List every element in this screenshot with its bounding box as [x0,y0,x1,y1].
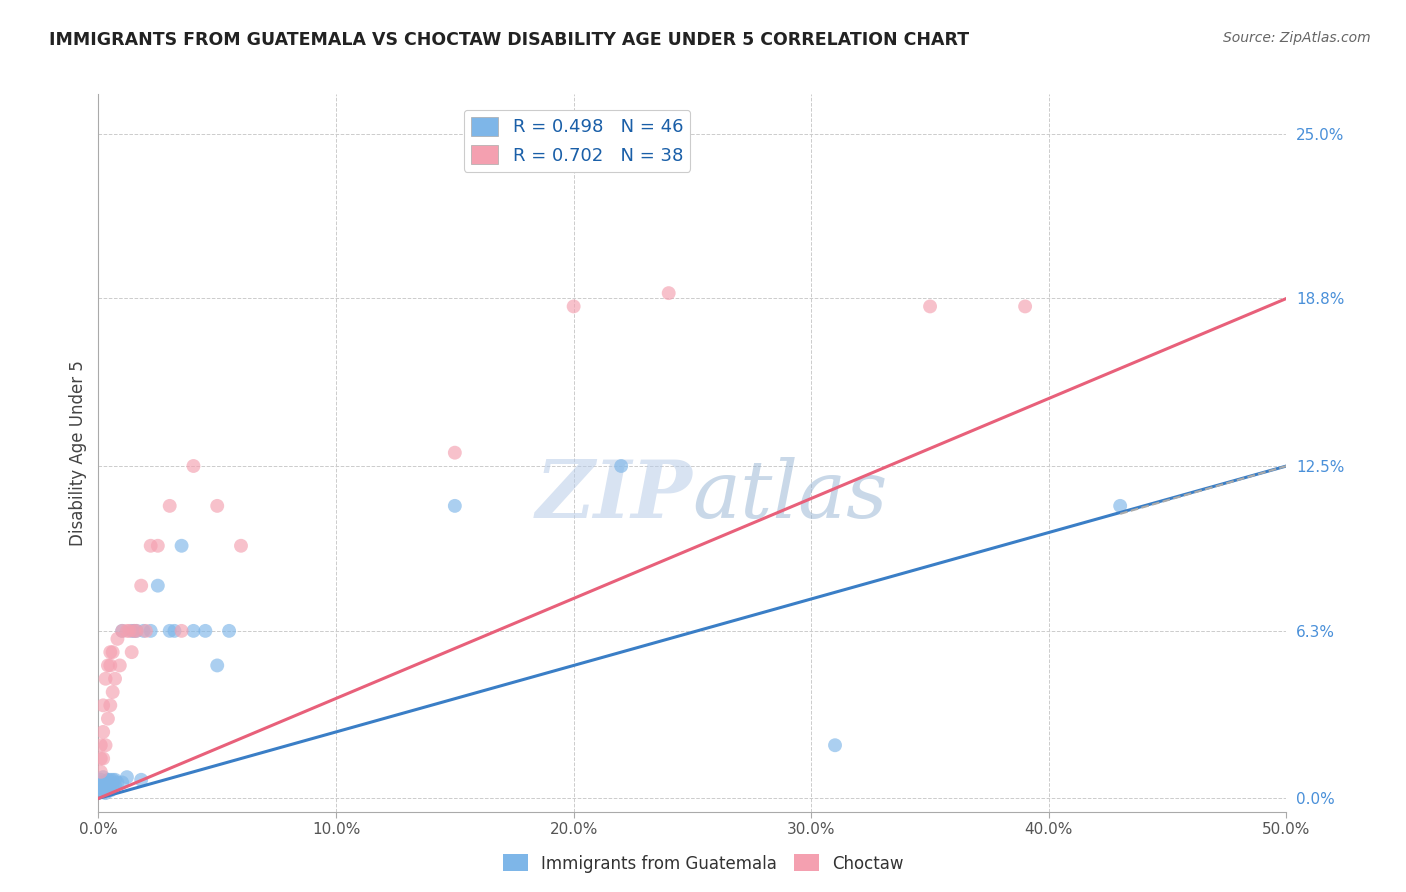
Point [139,624,162,638]
Y-axis label: Disability Age Under 5: Disability Age Under 5 [69,359,87,546]
Point [94,775,117,789]
Point [101,685,124,699]
Point [170,624,193,638]
Point [107,775,129,789]
Point [91,725,114,739]
Point [97,658,120,673]
Point [94,738,117,752]
Point [159,624,181,638]
Point [139,539,162,553]
Point [97,712,120,726]
Point [132,624,155,638]
Text: ZIP: ZIP [536,457,692,534]
Point [101,645,124,659]
Point [610,458,633,473]
Point [159,499,181,513]
Point [121,624,143,638]
Point [229,539,252,553]
Point [90,780,112,795]
Point [101,780,124,795]
Point [111,624,134,638]
Point [98,778,121,792]
Point [562,300,585,314]
Point [90,738,112,752]
Point [91,770,114,784]
Point [101,772,124,787]
Point [94,672,117,686]
Point [104,778,127,792]
Point [658,286,681,301]
Point [146,579,169,593]
Point [135,624,157,638]
Text: IMMIGRANTS FROM GUATEMALA VS CHOCTAW DISABILITY AGE UNDER 5 CORRELATION CHART: IMMIGRANTS FROM GUATEMALA VS CHOCTAW DIS… [49,31,969,49]
Point [920,300,942,314]
Point [90,751,112,765]
Point [115,624,138,638]
Point [104,772,127,787]
Point [1109,499,1132,513]
Point [111,775,134,789]
Point [91,783,114,797]
Point [194,624,217,638]
Point [444,446,467,460]
Legend: Immigrants from Guatemala, Choctaw: Immigrants from Guatemala, Choctaw [496,847,910,880]
Point [146,539,169,553]
Point [444,499,467,513]
Point [122,624,145,638]
Point [90,778,112,792]
Point [94,780,117,795]
Point [121,645,143,659]
Point [129,579,152,593]
Point [97,772,120,787]
Point [97,783,120,797]
Point [183,458,205,473]
Point [90,783,112,797]
Legend: R = 0.498   N = 46, R = 0.702   N = 38: R = 0.498 N = 46, R = 0.702 N = 38 [464,110,690,172]
Point [98,772,121,787]
Point [207,499,229,513]
Point [94,786,117,800]
Point [125,624,148,638]
Point [207,658,229,673]
Point [91,751,114,765]
Point [1014,300,1036,314]
Point [90,775,112,789]
Point [170,539,193,553]
Point [115,770,138,784]
Point [91,780,114,795]
Point [97,780,120,795]
Point [98,658,121,673]
Point [163,624,186,638]
Point [111,624,134,638]
Point [218,624,240,638]
Text: Source: ZipAtlas.com: Source: ZipAtlas.com [1223,31,1371,45]
Point [104,672,127,686]
Point [91,778,114,792]
Point [90,764,112,779]
Point [98,698,121,713]
Point [129,772,152,787]
Text: atlas: atlas [692,457,887,534]
Point [824,738,846,752]
Point [122,624,145,638]
Point [90,772,112,787]
Point [91,698,114,713]
Point [108,658,131,673]
Point [98,645,121,659]
Point [107,632,129,646]
Point [94,778,117,792]
Point [98,783,121,797]
Point [125,624,148,638]
Point [118,624,141,638]
Point [94,783,117,797]
Point [183,624,205,638]
